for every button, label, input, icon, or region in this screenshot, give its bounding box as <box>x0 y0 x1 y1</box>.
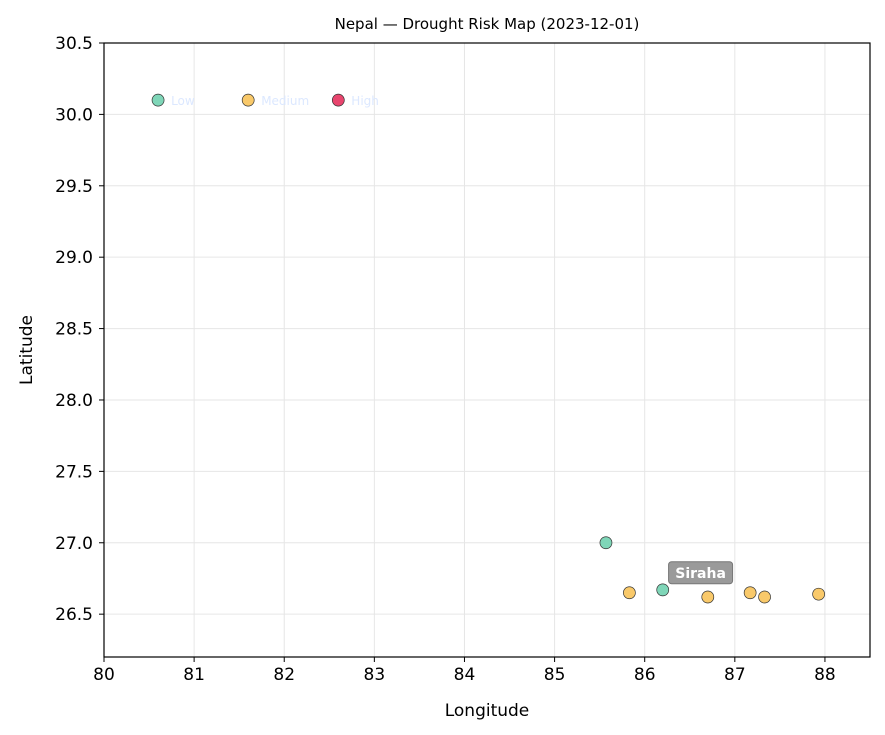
x-axis-label: Longitude <box>445 701 530 721</box>
y-tick-label: 27.5 <box>55 462 93 482</box>
data-point-medium <box>623 586 636 600</box>
annotation-box <box>668 561 734 585</box>
data-point-medium <box>758 590 771 604</box>
x-tick-label: 88 <box>814 665 836 685</box>
data-point-medium <box>743 586 757 600</box>
chart-title: Nepal — Drought Risk Map (2023-12-01) <box>335 15 640 33</box>
y-tick-label: 30.0 <box>55 105 93 125</box>
y-tick-label: 27.0 <box>55 534 93 554</box>
legend-label-high: High <box>351 94 379 108</box>
y-tick-label: 28.5 <box>55 320 93 340</box>
grid <box>103 42 870 657</box>
y-tick-label: 29.5 <box>55 177 93 197</box>
y-axis-ticks: 26.5 27.0 27.5 28.0 28.5 29.0 29.5 30.0 30.5 <box>55 34 104 625</box>
x-tick-label: 87 <box>724 665 746 685</box>
y-axis-label: Latitude <box>17 315 37 385</box>
data-point-medium <box>812 587 825 601</box>
x-tick-label: 82 <box>273 665 295 685</box>
y-tick-label: 30.5 <box>55 34 93 54</box>
plot-frame <box>103 42 871 658</box>
annotation-label: Siraha <box>675 566 726 582</box>
data-points <box>599 536 825 604</box>
legend-marker-low <box>151 93 165 107</box>
legend-marker-medium <box>241 93 255 107</box>
x-tick-label: 85 <box>544 665 566 685</box>
data-point-low <box>599 536 613 550</box>
x-tick-label: 83 <box>364 665 386 685</box>
legend-label-medium: Medium <box>261 94 309 108</box>
legend-label-low: Low <box>171 94 195 108</box>
legend-marker-high <box>331 93 345 107</box>
x-axis-ticks: 80 81 82 83 84 85 86 87 88 <box>93 657 836 685</box>
data-point-medium <box>701 590 715 604</box>
legend: Low Medium High <box>151 93 379 108</box>
y-tick-label: 26.5 <box>55 605 93 625</box>
annotations: Siraha <box>668 561 734 585</box>
x-tick-label: 84 <box>454 665 476 685</box>
x-tick-label: 81 <box>183 665 205 685</box>
x-tick-label: 86 <box>634 665 656 685</box>
data-point-low <box>656 583 670 597</box>
y-tick-label: 29.0 <box>55 248 93 268</box>
x-tick-label: 80 <box>93 665 115 685</box>
y-tick-label: 28.0 <box>55 391 93 411</box>
